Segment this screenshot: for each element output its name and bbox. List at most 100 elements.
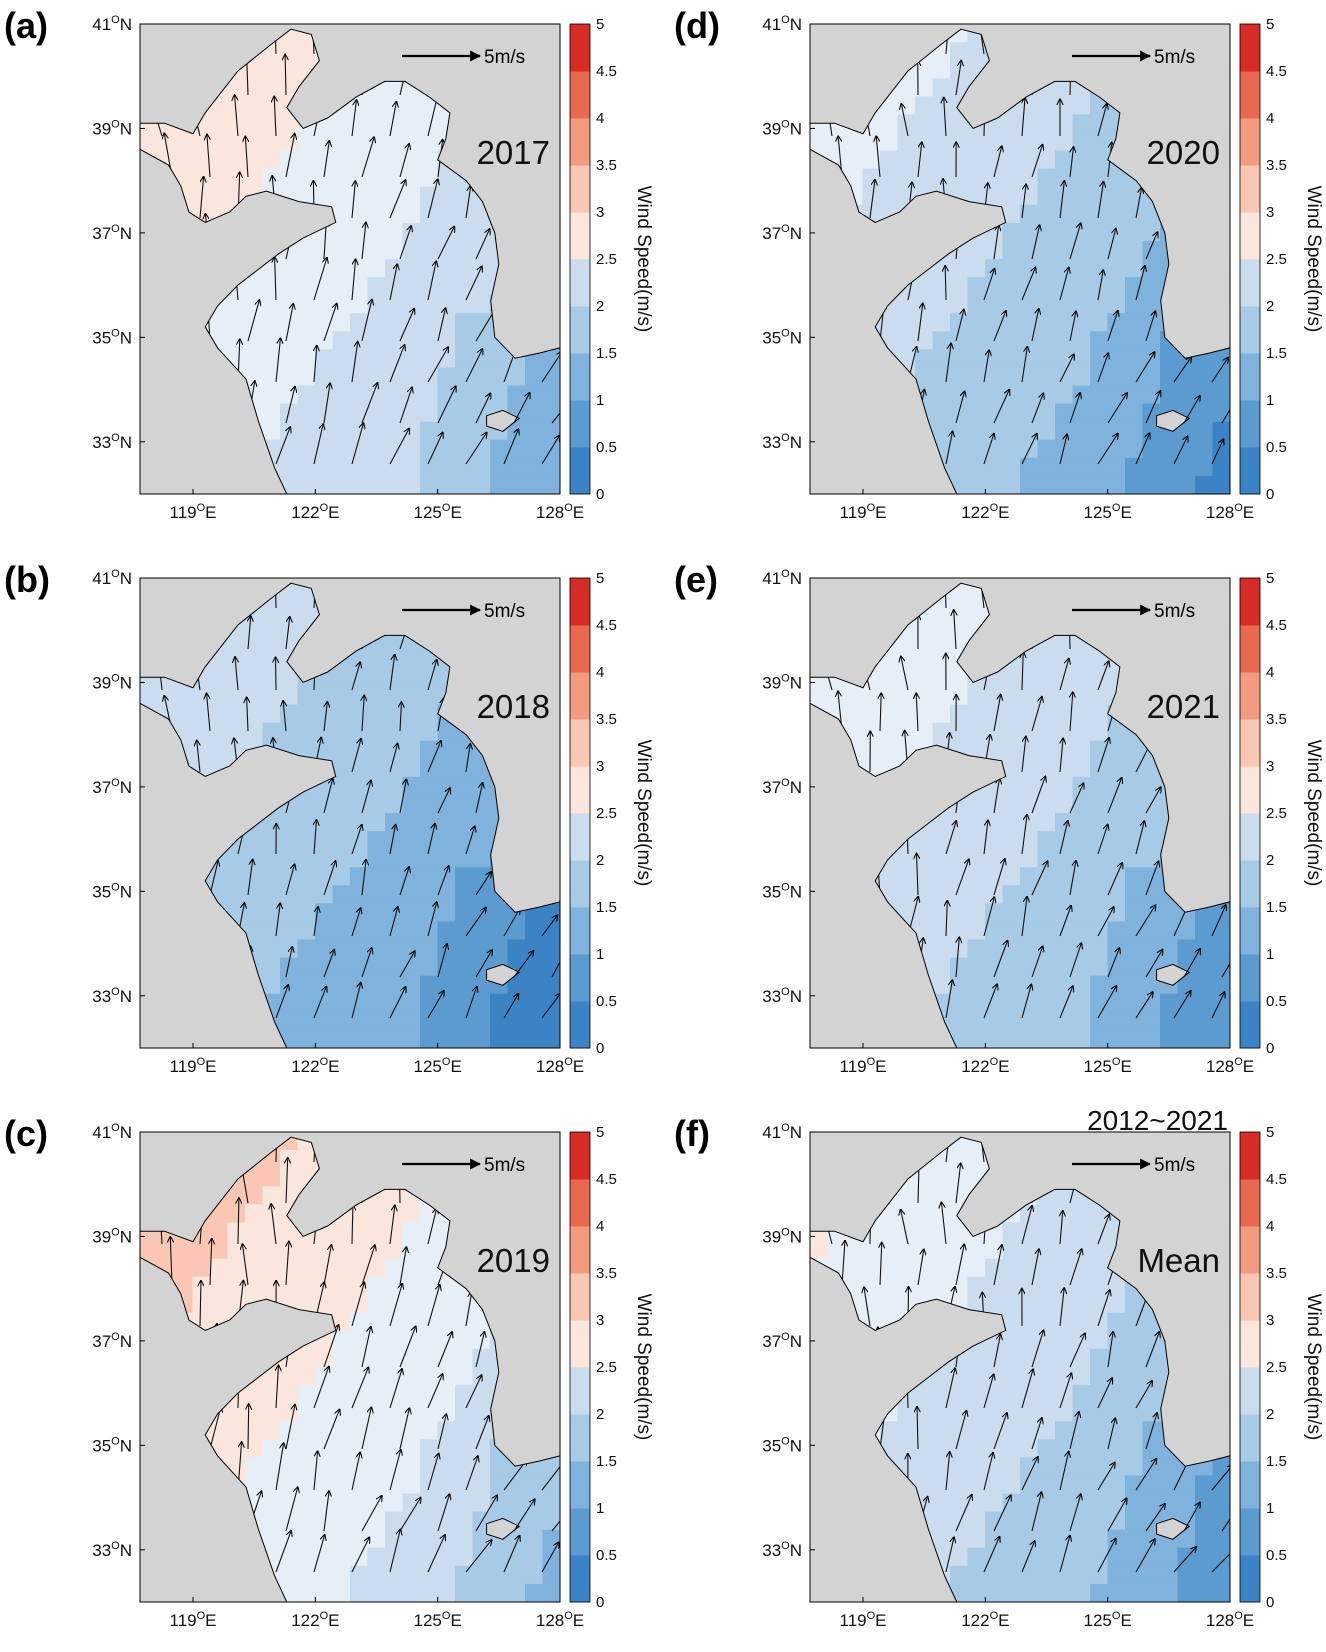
wind-arrow (551, 398, 560, 424)
wind-arrow (235, 657, 238, 691)
wind-arrow (1107, 863, 1122, 896)
wind-arrow (200, 1281, 201, 1327)
wind-arrow (351, 982, 361, 1019)
wind-arrow (1031, 946, 1043, 978)
colorbar-segment (1240, 1273, 1260, 1321)
wind-arrow (361, 1407, 371, 1450)
wind-arrow (437, 1414, 446, 1450)
wind-arrow (210, 1239, 212, 1286)
wind-arrow (465, 987, 477, 1019)
wind-arrow (427, 1374, 443, 1409)
lon-tick-label: 125OE (1084, 502, 1132, 522)
wind-arrow (248, 1404, 249, 1450)
lat-tick-label: 33ON (92, 1540, 132, 1560)
map-frame (139, 23, 561, 495)
colorbar-tick-label: 5 (596, 1124, 604, 1141)
wind-arrow (513, 951, 534, 978)
wind-arrow (1059, 354, 1074, 383)
wind-arrow (978, 29, 985, 55)
colorbar-segment (570, 1320, 590, 1368)
wind-arrow (437, 866, 449, 896)
lat-tick-label: 41ON (92, 1122, 132, 1142)
wind-arrow (351, 100, 357, 137)
panel-year: 2021 (1147, 688, 1220, 725)
lon-tick-label: 128OE (1206, 502, 1254, 522)
lat-tick-label: 33ON (762, 432, 802, 452)
wind-arrow (323, 779, 333, 814)
map-panel-d: 5m/s 2020 (d) 41ON 39ON 37ON 35ON 33ON 119OE 122O… (674, 5, 1324, 522)
colorbar-segment (570, 1001, 590, 1049)
wind-arrow (427, 96, 438, 137)
lon-tick-label: 122OE (961, 502, 1009, 522)
wind-arrow (1031, 145, 1043, 178)
lon-tick-label: 128OE (536, 1610, 584, 1630)
wind-arrow (551, 1505, 560, 1532)
wind-arrow (1135, 352, 1155, 383)
colorbar-segment (1240, 860, 1260, 908)
colorbar-tick-label: 0.5 (596, 1547, 617, 1564)
reference-label: 5m/s (484, 601, 525, 622)
wind-arrow (1021, 267, 1036, 301)
colorbar-segment (570, 1132, 590, 1180)
colorbar-tick-label: 4.5 (596, 1171, 617, 1188)
colorbar-tick-label: 1.5 (596, 1453, 617, 1470)
wind-arrow (427, 1285, 440, 1327)
wind-arrow (503, 994, 519, 1019)
wind-arrow (399, 1326, 416, 1368)
wind-arrow (248, 616, 251, 650)
wind-arrow (1183, 396, 1200, 424)
wind-arrow (351, 259, 356, 301)
wind-arrow (1059, 1535, 1070, 1573)
lat-tick-label: 35ON (762, 327, 802, 347)
wind-arrow (427, 1535, 445, 1573)
wind-arrow (389, 264, 397, 301)
colorbar-tick-label: 4 (596, 664, 604, 681)
colorbar-segment (1240, 1414, 1260, 1462)
colorbar-segment (1240, 1508, 1260, 1556)
lat-tick-label: 37ON (92, 223, 132, 243)
lat-tick-label: 33ON (762, 1540, 802, 1560)
wind-arrow (993, 941, 1008, 978)
wind-arrow (1107, 778, 1122, 814)
wind-arrow (876, 136, 881, 178)
panel-letter: (a) (4, 5, 48, 46)
wind-arrow (235, 95, 239, 137)
wind-arrow (1097, 433, 1118, 465)
wind-arrow (427, 1208, 437, 1245)
colorbar-tick-label: 3.5 (596, 157, 617, 174)
colorbar-segment (1240, 447, 1260, 495)
colorbar-title: Wind Speed(m/s) (633, 740, 654, 887)
colorbar-segment (570, 1555, 590, 1603)
wind-arrow (983, 1374, 994, 1409)
wind-arrow (1211, 439, 1224, 465)
colorbar-tick-label: 2.5 (596, 805, 617, 822)
lat-tick-label: 33ON (762, 986, 802, 1006)
wind-arrow (993, 778, 1000, 814)
colorbar-segment (1240, 1132, 1260, 1180)
lat-tick-label: 39ON (762, 118, 802, 138)
lat-tick-label: 35ON (762, 881, 802, 901)
wind-arrow (983, 350, 989, 383)
panel-year: 2019 (477, 1242, 550, 1279)
lon-tick-label: 119OE (840, 1056, 887, 1076)
colorbar-segment (1240, 719, 1260, 767)
jeju-island (486, 963, 521, 986)
wind-arrow (1107, 1332, 1113, 1368)
wind-arrow (1059, 1373, 1071, 1409)
wind-arrow (475, 950, 492, 978)
colorbar-tick-label: 0.5 (596, 993, 617, 1010)
wind-arrow (1221, 1500, 1230, 1532)
colorbar: 0 0.5 1 1.5 2 2.5 3 3.5 4 4.5 5 Wind Speed(m/s) (569, 570, 654, 1057)
wind-arrow (917, 303, 923, 342)
colorbar-tick-label: 3 (1266, 1312, 1274, 1329)
wind-arrow (465, 1456, 478, 1491)
wind-arrow (1059, 181, 1064, 219)
wind-arrow (276, 1365, 279, 1409)
colorbar-tick-label: 2.5 (596, 251, 617, 268)
colorbar-segment (1240, 907, 1260, 955)
wind-arrow (1097, 1538, 1116, 1573)
jeju-island (1156, 409, 1191, 432)
wind-arrow (1021, 984, 1031, 1019)
wind-arrow (475, 393, 491, 424)
wind-arrow (1031, 861, 1048, 896)
